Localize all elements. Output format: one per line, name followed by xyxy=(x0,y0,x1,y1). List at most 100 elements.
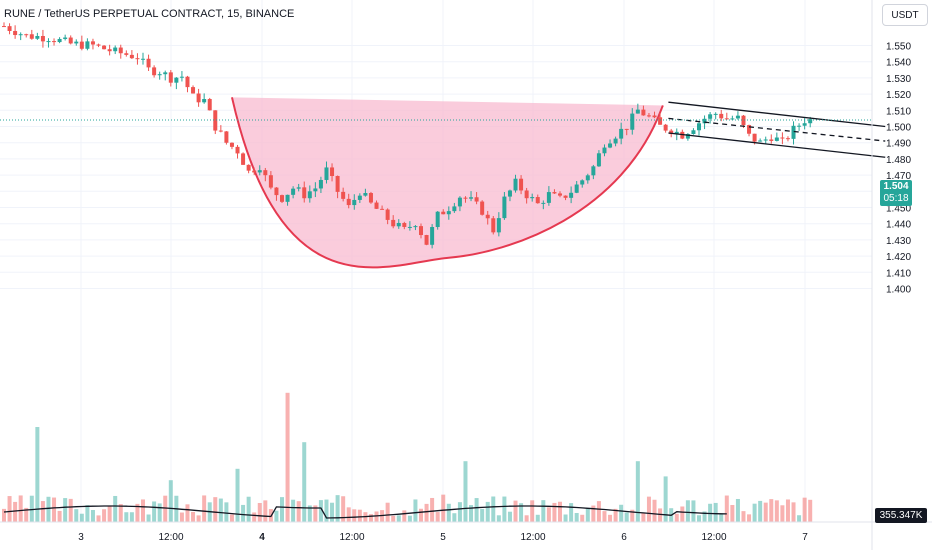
candle-body xyxy=(619,128,624,139)
candle-body xyxy=(296,187,301,189)
y-tick-label: 1.440 xyxy=(886,220,911,231)
volume-bar xyxy=(146,514,151,522)
volume-bar xyxy=(274,510,279,522)
volume-bar xyxy=(791,502,796,522)
volume-bar xyxy=(558,501,562,522)
volume-bar xyxy=(330,502,335,522)
candle-body xyxy=(52,41,57,43)
candle-body xyxy=(285,194,290,202)
volume-bar xyxy=(691,500,696,522)
x-tick-label: 12:00 xyxy=(339,532,364,543)
candle-body xyxy=(224,131,229,143)
candle-body xyxy=(252,170,257,173)
candle-body xyxy=(330,167,335,177)
candle-body xyxy=(435,211,440,228)
candle-body xyxy=(591,166,596,176)
candle-body xyxy=(513,178,518,191)
candle-body xyxy=(758,140,763,142)
volume-bar xyxy=(235,468,240,522)
last-price-value: 1.504 xyxy=(883,181,909,192)
candle-body xyxy=(502,196,507,219)
candle-body xyxy=(485,214,490,219)
y-tick-label: 1.450 xyxy=(886,204,911,215)
volume-bar xyxy=(135,503,140,522)
volume-bar xyxy=(652,499,657,522)
candle-body xyxy=(646,115,651,117)
candle-body xyxy=(63,37,68,39)
volume-bar xyxy=(13,501,18,522)
candle-body xyxy=(74,41,79,44)
candle-body xyxy=(780,137,785,139)
volume-bar xyxy=(179,512,184,522)
candle-body xyxy=(535,197,540,204)
volume-bar xyxy=(697,515,701,522)
candle-body xyxy=(685,134,690,139)
candle-body xyxy=(341,191,346,199)
x-tick-label: 12:00 xyxy=(158,532,183,543)
volume-bar xyxy=(480,508,485,522)
candle-body xyxy=(802,123,807,126)
volume-bar xyxy=(624,512,629,522)
candle-body xyxy=(524,190,529,199)
volume-bar xyxy=(7,496,12,522)
candle-body xyxy=(380,208,385,210)
candle-body xyxy=(2,26,6,28)
volume-bar xyxy=(213,497,218,522)
volume-bar xyxy=(430,497,435,522)
x-tick-label: 7 xyxy=(802,532,808,543)
volume-bar xyxy=(24,507,29,522)
volume-bar xyxy=(502,496,507,522)
volume-bar xyxy=(341,496,346,522)
volume-bar xyxy=(641,512,646,522)
x-tick-label: 6 xyxy=(621,532,627,543)
volume-bar xyxy=(35,427,40,522)
currency-button[interactable]: USDT xyxy=(882,4,928,26)
volume-bar xyxy=(485,501,490,522)
channel-middle-line xyxy=(668,117,886,142)
candle-body xyxy=(18,34,23,36)
volume-bar xyxy=(241,504,246,522)
candle-body xyxy=(157,74,162,76)
candle-body xyxy=(257,170,262,173)
volume-bar xyxy=(40,501,45,522)
candle-body xyxy=(730,118,735,120)
volume-bar xyxy=(263,500,268,522)
candle-body xyxy=(747,125,752,134)
candle-body xyxy=(352,199,357,206)
candle-body xyxy=(457,197,462,207)
volume-bar xyxy=(524,515,529,522)
candle-body xyxy=(580,180,585,185)
volume-bar xyxy=(2,508,6,522)
candle-body xyxy=(280,195,284,202)
y-tick-label: 1.530 xyxy=(886,74,911,85)
y-tick-label: 1.520 xyxy=(886,90,911,101)
candle-body xyxy=(357,195,362,200)
candle-body xyxy=(402,222,407,227)
volume-bar xyxy=(763,502,768,522)
volume-bar xyxy=(463,461,468,522)
candle-body xyxy=(774,137,779,141)
volume-bar xyxy=(724,495,729,522)
volume-bar xyxy=(685,500,690,522)
volume-bar xyxy=(68,498,73,522)
candle-body xyxy=(658,117,663,125)
volume-bar xyxy=(435,512,440,522)
candle-body xyxy=(218,130,223,132)
volume-bar xyxy=(218,498,223,522)
candle-body xyxy=(302,187,307,199)
candle-body xyxy=(763,139,768,141)
candle-body xyxy=(624,128,629,130)
last-price-badge: 1.504 05:18 xyxy=(880,180,912,206)
candle-body xyxy=(785,138,790,140)
volume-bar xyxy=(752,503,757,522)
candle-body xyxy=(791,125,796,139)
volume-bar xyxy=(90,509,95,522)
candle-body xyxy=(702,118,707,124)
volume-bar xyxy=(63,498,68,522)
candle-body xyxy=(118,47,123,54)
candle-body xyxy=(563,195,568,198)
candle-body xyxy=(107,49,112,52)
candle-body xyxy=(413,226,418,228)
candle-body xyxy=(24,34,29,36)
channel-lower-line xyxy=(668,132,886,158)
